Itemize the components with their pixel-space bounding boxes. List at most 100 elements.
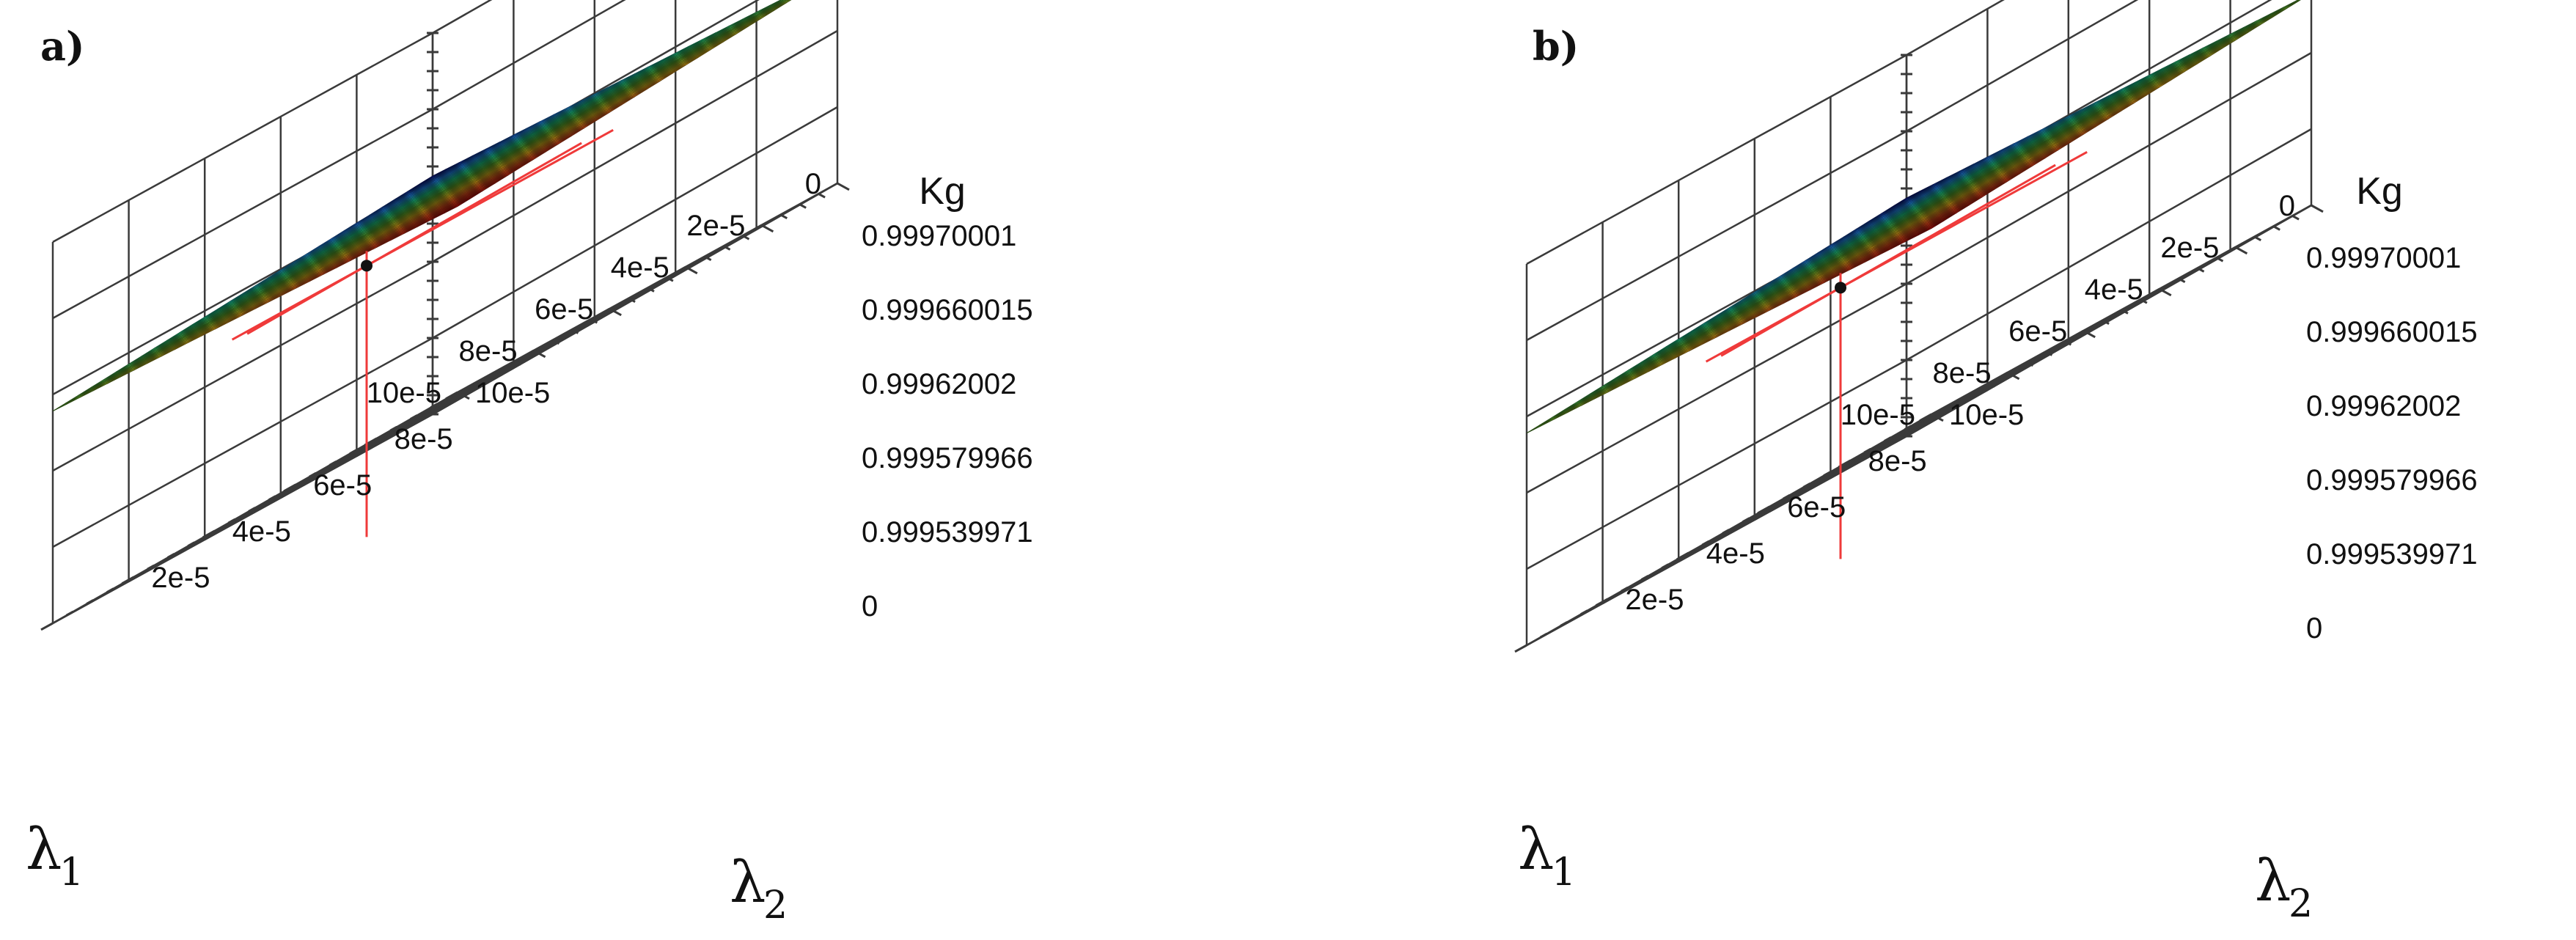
y-tick-label: 6e-5 bbox=[1787, 491, 1846, 524]
tick-mark bbox=[1969, 392, 1977, 398]
tick-mark bbox=[570, 328, 579, 334]
tick-mark bbox=[227, 518, 236, 524]
y-tick-label: 10e-5 bbox=[475, 377, 550, 409]
surface-cell bbox=[1918, 220, 1945, 236]
x-axis-title-subscript: 1 bbox=[59, 851, 84, 895]
wall-grid-line bbox=[432, 29, 838, 263]
y-axis-title-subscript: 2 bbox=[763, 884, 788, 928]
x-tick-label: 6e-5 bbox=[2008, 315, 2067, 348]
tick-mark bbox=[722, 245, 731, 251]
y-tick-label: 8e-5 bbox=[395, 423, 453, 455]
tick-mark bbox=[2063, 339, 2072, 346]
tick-mark bbox=[476, 381, 484, 387]
wall-grid-line bbox=[52, 413, 433, 625]
tick-mark bbox=[1539, 632, 1548, 639]
x-tick-label: 8e-5 bbox=[1933, 357, 1992, 389]
wall-grid-line bbox=[432, 106, 838, 339]
tick-mark bbox=[703, 255, 712, 262]
y-axis-title: λ bbox=[730, 850, 766, 916]
z-axis-title-b: Kg bbox=[2356, 170, 2403, 213]
tick-mark bbox=[1661, 563, 1669, 570]
z-tick-label: 0.999539971 bbox=[2306, 538, 2478, 570]
marker-point bbox=[361, 260, 373, 272]
tick-mark bbox=[551, 339, 560, 345]
z-axis-title-a: Kg bbox=[919, 170, 966, 213]
tick-mark bbox=[445, 391, 458, 400]
wall-grid-line bbox=[1906, 128, 2312, 361]
tick-mark bbox=[1742, 517, 1750, 524]
z-tick-label: 0 bbox=[2306, 612, 2322, 645]
x-axis-title: λ bbox=[1518, 817, 1554, 883]
wall-grid-line bbox=[1526, 130, 1907, 342]
wall-grid-line bbox=[52, 260, 433, 472]
wall-grid-line bbox=[52, 337, 433, 548]
marker-line-l1 bbox=[1840, 151, 2088, 289]
wall-grid-line bbox=[1526, 282, 1907, 494]
tick-mark bbox=[389, 425, 397, 432]
tick-mark bbox=[309, 471, 317, 478]
tick-mark bbox=[2044, 350, 2053, 356]
marker-line-l1 bbox=[1705, 287, 1841, 363]
tick-mark bbox=[2121, 309, 2129, 315]
x-tick-label: 10e-5 bbox=[367, 377, 441, 409]
tick-mark bbox=[2177, 277, 2186, 284]
z-tick-label: 0.999579966 bbox=[2306, 464, 2478, 496]
wall-grid-line bbox=[1906, 0, 2005, 56]
surface-mesh-b bbox=[1526, 0, 2301, 434]
tick-mark bbox=[2083, 329, 2096, 339]
panel-label-a: a) bbox=[40, 23, 85, 70]
tick-mark bbox=[430, 403, 438, 409]
panel-label-b: b) bbox=[1533, 23, 1579, 70]
tick-mark bbox=[1757, 505, 1770, 515]
tick-mark bbox=[2102, 319, 2110, 326]
wall-grid-line bbox=[1906, 51, 2312, 285]
z-tick-label: 0.999579966 bbox=[862, 442, 1033, 474]
tick-mark bbox=[1783, 493, 1791, 500]
floor-grid-line bbox=[375, 228, 757, 440]
tick-mark bbox=[2159, 287, 2172, 297]
wall-grid-line bbox=[52, 108, 433, 320]
tick-mark bbox=[2272, 225, 2280, 231]
tick-mark bbox=[1722, 529, 1730, 535]
tick-mark bbox=[1595, 598, 1609, 607]
tick-marks-a bbox=[40, 32, 850, 631]
tick-mark bbox=[1863, 447, 1871, 454]
x-axis-title-subscript: 1 bbox=[1552, 851, 1576, 895]
tick-mark bbox=[779, 213, 788, 220]
x-axis-title: λ bbox=[26, 817, 62, 883]
tick-mark bbox=[513, 359, 522, 366]
wall-grid-line bbox=[1526, 359, 1907, 570]
tick-mark bbox=[1950, 403, 1958, 409]
tick-mark bbox=[248, 507, 256, 513]
marker-point bbox=[1835, 282, 1846, 294]
y-tick-label: 2e-5 bbox=[151, 562, 210, 594]
x-tick-label: 2e-5 bbox=[2160, 232, 2219, 264]
z-tick-label: 0.99970001 bbox=[862, 220, 1016, 252]
x-tick-label: 0 bbox=[805, 168, 821, 200]
tick-mark bbox=[202, 529, 216, 539]
tick-mark bbox=[837, 182, 850, 191]
tick-mark bbox=[2234, 246, 2248, 255]
tick-mark bbox=[410, 414, 418, 420]
tick-mark bbox=[818, 192, 826, 199]
x-tick-label: 10e-5 bbox=[1841, 399, 1915, 431]
surface-plot-a: a) Kg 0 0.999539971 0.999579966 0.99962002 0… bbox=[26, 0, 1033, 928]
wall-grid-line bbox=[1906, 0, 2139, 133]
x-tick-label: 0 bbox=[2279, 190, 2295, 222]
tick-mark bbox=[166, 553, 175, 559]
tick-mark bbox=[609, 307, 622, 317]
y-tick-label: 8e-5 bbox=[1868, 445, 1927, 477]
y-axis-title-subscript: 2 bbox=[2289, 882, 2313, 926]
tick-mark bbox=[2006, 371, 2020, 381]
tick-mark bbox=[147, 564, 155, 570]
surface-cell bbox=[444, 198, 471, 214]
tick-mark bbox=[1640, 575, 1649, 581]
tick-mark bbox=[1701, 540, 1710, 546]
surface-mesh-a bbox=[52, 0, 792, 412]
tick-mark bbox=[457, 391, 470, 400]
y-tick-label: 2e-5 bbox=[1625, 584, 1684, 616]
tick-mark bbox=[2311, 204, 2324, 213]
tick-mark bbox=[2196, 267, 2205, 273]
tick-mark bbox=[1621, 586, 1629, 592]
